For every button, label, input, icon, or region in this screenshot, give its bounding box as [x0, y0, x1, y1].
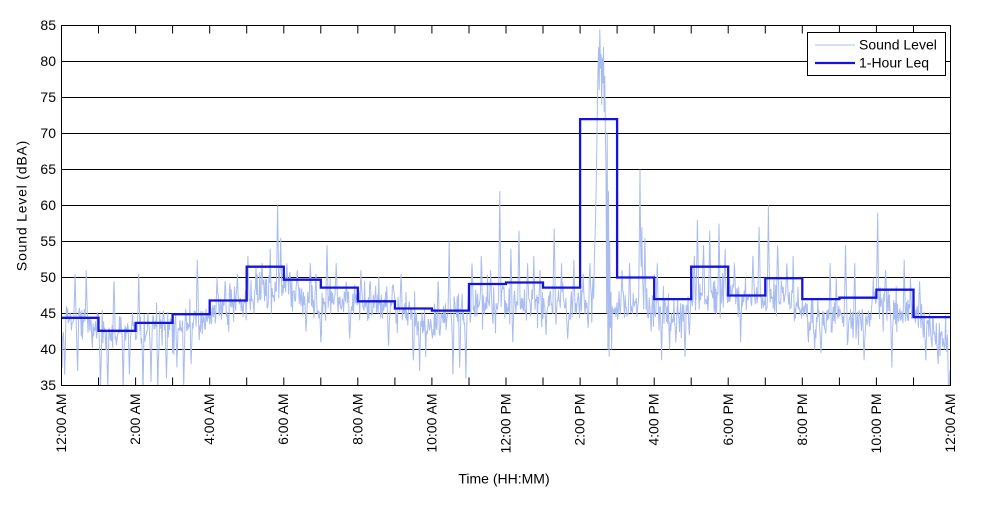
svg-text:6:00 PM: 6:00 PM — [720, 394, 736, 446]
svg-text:55: 55 — [40, 233, 56, 249]
svg-text:65: 65 — [40, 161, 56, 177]
svg-text:60: 60 — [40, 197, 56, 213]
svg-text:12:00 AM: 12:00 AM — [53, 394, 69, 453]
svg-text:10:00 AM: 10:00 AM — [423, 394, 439, 453]
svg-text:8:00 AM: 8:00 AM — [349, 394, 365, 445]
svg-text:70: 70 — [40, 125, 56, 141]
svg-text:10:00 PM: 10:00 PM — [868, 394, 884, 454]
svg-text:80: 80 — [40, 53, 56, 69]
svg-text:85: 85 — [40, 17, 56, 33]
svg-text:Sound Level: Sound Level — [859, 37, 937, 53]
svg-text:6:00 AM: 6:00 AM — [275, 394, 291, 445]
svg-text:1-Hour Leq: 1-Hour Leq — [859, 55, 929, 71]
svg-text:Sound Level (dBA): Sound Level (dBA) — [14, 140, 30, 271]
svg-text:12:00 AM: 12:00 AM — [942, 394, 958, 453]
svg-text:40: 40 — [40, 341, 56, 357]
svg-text:2:00 AM: 2:00 AM — [127, 394, 143, 445]
svg-text:Time (HH:MM): Time (HH:MM) — [458, 471, 549, 487]
svg-text:8:00 PM: 8:00 PM — [794, 394, 810, 446]
svg-text:12:00 PM: 12:00 PM — [498, 394, 514, 454]
svg-text:50: 50 — [40, 269, 56, 285]
svg-text:4:00 AM: 4:00 AM — [201, 394, 217, 445]
svg-text:75: 75 — [40, 89, 56, 105]
svg-text:2:00 PM: 2:00 PM — [572, 394, 588, 446]
svg-text:45: 45 — [40, 305, 56, 321]
svg-text:4:00 PM: 4:00 PM — [646, 394, 662, 446]
svg-text:35: 35 — [40, 377, 56, 393]
